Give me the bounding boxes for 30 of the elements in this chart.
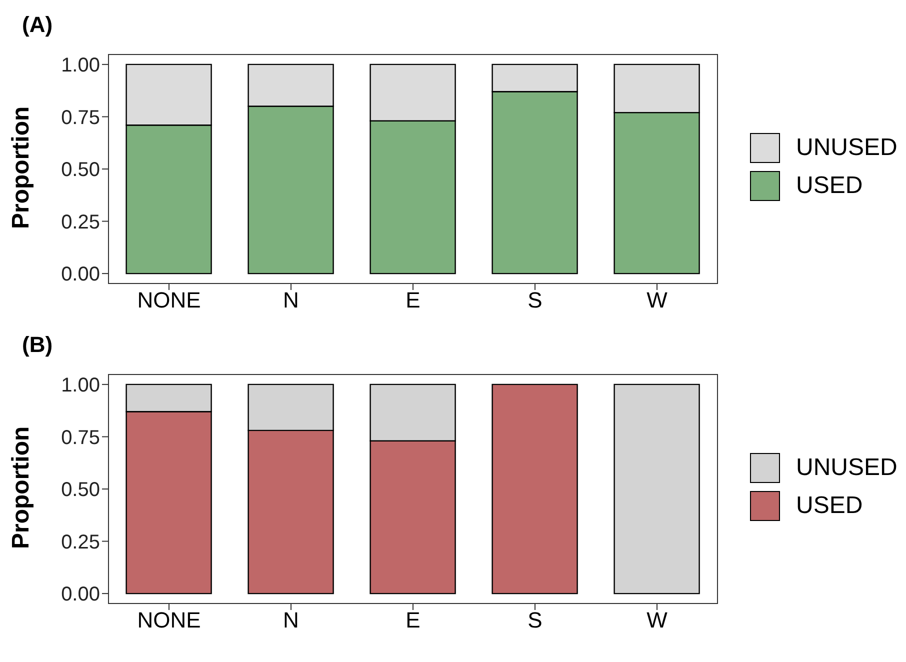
y-axis-title: Proportion xyxy=(8,426,35,549)
x-tick-label: N xyxy=(283,608,299,633)
bar xyxy=(614,384,700,594)
y-axis-title: Proportion xyxy=(8,106,35,229)
y-tick-label: 0.25 xyxy=(61,531,100,554)
y-tick-label: 1.00 xyxy=(61,54,100,77)
y-tick-label: 0.50 xyxy=(61,479,100,502)
x-tick-label: NONE xyxy=(137,608,201,633)
x-tick-label: S xyxy=(528,608,542,633)
y-tick-label: 0.50 xyxy=(61,159,100,182)
x-tick-label: NONE xyxy=(137,288,201,313)
bar xyxy=(492,384,578,594)
chart-title: (A) xyxy=(22,12,53,38)
y-tick-label: 0.00 xyxy=(61,584,100,606)
x-tick-label: E xyxy=(406,288,420,313)
chart-title: (B) xyxy=(22,332,53,358)
legend-label: UNUSED xyxy=(796,134,898,162)
y-tick-label: 1.00 xyxy=(61,374,100,397)
x-tick-label: S xyxy=(528,288,542,313)
x-tick-label: W xyxy=(646,608,668,633)
legend-label: UNUSED xyxy=(796,454,898,482)
y-tick-label: 0.25 xyxy=(61,211,100,234)
y-tick-label: 0.75 xyxy=(61,106,100,129)
x-tick-label: E xyxy=(406,608,420,633)
legend-label: USED xyxy=(796,172,863,200)
x-tick-label: N xyxy=(283,288,299,313)
y-tick-label: 0.75 xyxy=(61,426,100,449)
legend-label: USED xyxy=(796,492,863,520)
x-tick-label: W xyxy=(646,288,668,313)
y-tick-label: 0.00 xyxy=(61,264,100,286)
